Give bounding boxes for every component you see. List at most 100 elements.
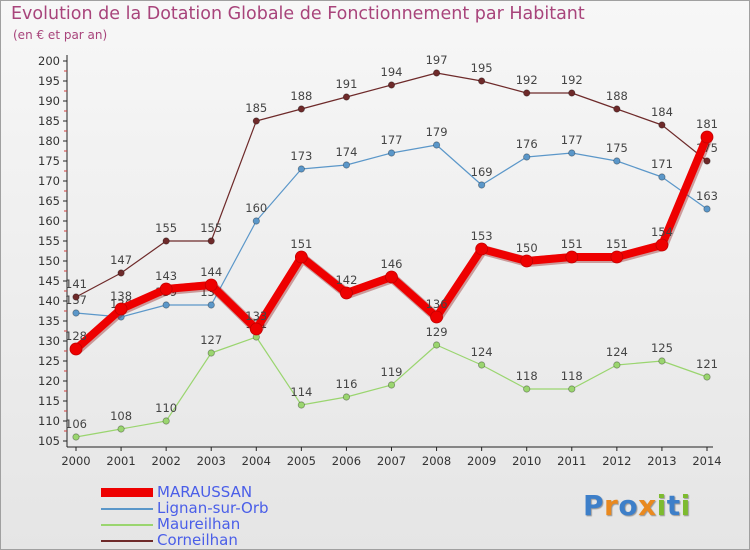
data-point — [207, 301, 215, 309]
data-point — [387, 81, 396, 89]
data-point — [432, 141, 441, 149]
logo-letter: P — [583, 489, 605, 522]
data-point — [478, 77, 486, 85]
data-label: 133 — [245, 309, 267, 323]
data-label: 116 — [335, 377, 357, 391]
data-label: 127 — [200, 333, 222, 347]
logo-letter: i — [656, 489, 667, 522]
data-label: 118 — [561, 369, 583, 383]
data-point — [69, 342, 83, 356]
data-label: 173 — [290, 149, 312, 163]
data-point — [568, 149, 576, 157]
data-label: 174 — [335, 145, 357, 159]
data-label: 188 — [290, 89, 312, 103]
data-label: 144 — [200, 265, 222, 279]
y-tick-label: 115 — [38, 394, 60, 408]
data-label: 129 — [426, 325, 448, 339]
data-label: 153 — [471, 229, 493, 243]
data-label: 163 — [696, 189, 718, 203]
x-tick-label: 2012 — [602, 454, 631, 468]
data-point — [430, 310, 443, 324]
data-label: 147 — [110, 253, 132, 267]
data-point — [523, 89, 531, 97]
data-point — [294, 250, 308, 264]
logo-letter: o — [618, 489, 639, 522]
data-point — [700, 130, 714, 144]
logo-letter: t — [666, 489, 681, 522]
data-point — [520, 254, 534, 268]
y-tick-label: 150 — [38, 254, 60, 268]
data-point — [342, 93, 351, 101]
y-tick-label: 170 — [38, 174, 60, 188]
y-tick-label: 135 — [38, 314, 60, 328]
y-tick-label: 155 — [38, 234, 60, 248]
data-point — [249, 322, 263, 336]
y-tick-label: 185 — [38, 114, 60, 128]
data-label: 124 — [606, 345, 628, 359]
data-point — [432, 341, 441, 349]
data-point — [72, 433, 80, 441]
y-tick-label: 175 — [38, 154, 60, 168]
data-label: 108 — [110, 409, 132, 423]
x-tick-label: 2005 — [287, 454, 316, 468]
x-tick-label: 2010 — [512, 454, 541, 468]
data-point — [117, 425, 125, 433]
data-label: 141 — [65, 277, 87, 291]
data-point — [72, 293, 80, 301]
data-label: 151 — [606, 237, 628, 251]
logo-letter: r — [604, 489, 619, 522]
x-tick-label: 2000 — [61, 454, 90, 468]
data-label: 171 — [651, 157, 673, 171]
data-label: 197 — [426, 53, 448, 67]
data-label: 194 — [381, 65, 403, 79]
data-point — [252, 117, 260, 125]
data-point — [478, 181, 486, 189]
data-point — [297, 105, 305, 113]
legend-swatch — [101, 508, 153, 510]
data-point — [568, 385, 576, 393]
data-label: 184 — [651, 105, 673, 119]
data-label: 155 — [200, 221, 222, 235]
y-tick-label: 165 — [38, 194, 60, 208]
data-point — [159, 282, 173, 296]
chart-title: Evolution de la Dotation Globale de Fonc… — [11, 4, 585, 24]
y-tick-label: 160 — [38, 214, 60, 228]
x-tick-label: 2009 — [467, 454, 496, 468]
legend-label: Corneilhan — [157, 531, 238, 549]
data-point — [162, 417, 170, 425]
data-label: 181 — [696, 117, 718, 131]
data-label: 150 — [516, 241, 538, 255]
chart-subtitle: (en € et par an) — [13, 28, 108, 42]
x-tick-label: 2006 — [332, 454, 361, 468]
x-tick-label: 2001 — [106, 454, 135, 468]
data-label: 154 — [651, 225, 673, 239]
legend-swatch — [101, 488, 153, 497]
x-tick-label: 2008 — [422, 454, 451, 468]
data-point — [387, 149, 396, 157]
data-label: 118 — [516, 369, 538, 383]
data-label: 191 — [335, 77, 357, 91]
data-point — [297, 401, 305, 409]
y-tick-label: 200 — [38, 54, 60, 68]
data-point — [72, 309, 80, 317]
data-point — [703, 205, 711, 213]
data-point — [252, 217, 260, 225]
data-point — [340, 286, 353, 300]
y-tick-label: 145 — [38, 274, 60, 288]
proxiti-logo: Proxiti — [583, 489, 691, 522]
data-point — [613, 105, 621, 113]
legend-label: MARAUSSAN — [157, 483, 253, 501]
data-label: 192 — [516, 73, 538, 87]
data-point — [658, 121, 666, 129]
x-tick-label: 2014 — [692, 454, 721, 468]
legend-label: Maureilhan — [157, 515, 241, 533]
data-point — [658, 173, 666, 181]
data-label: 136 — [426, 297, 448, 311]
x-tick-label: 2013 — [647, 454, 676, 468]
data-label: 106 — [65, 417, 87, 431]
data-label: 175 — [606, 141, 628, 155]
data-point — [613, 157, 621, 165]
data-point — [703, 373, 711, 381]
data-point — [204, 278, 218, 292]
